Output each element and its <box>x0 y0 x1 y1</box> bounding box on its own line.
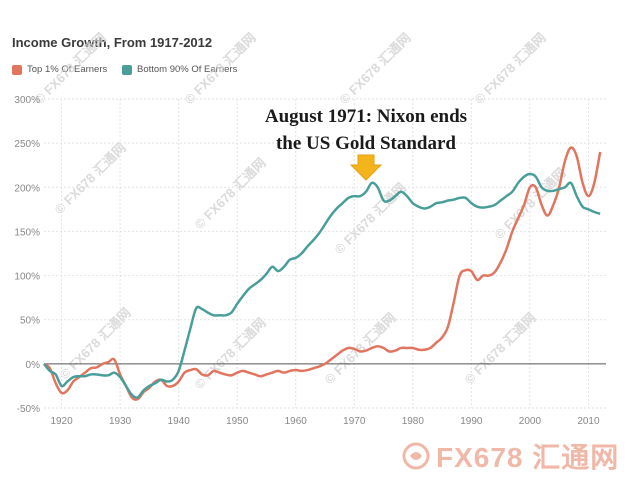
x-tick-label: 1970 <box>343 416 366 427</box>
legend-item-top-1[interactable]: Top 1% Of Earners <box>12 64 107 75</box>
x-tick-label: 1930 <box>109 416 132 427</box>
legend-swatch-top-1 <box>12 64 22 75</box>
y-tick-label: 250% <box>14 139 40 150</box>
legend-label-top-1: Top 1% Of Earners <box>27 64 108 75</box>
y-tick-label: 100% <box>14 272 40 283</box>
watermark-3: © FX678 汇通网 <box>337 30 414 107</box>
x-tick-label: 2000 <box>519 416 542 427</box>
annotation: August 1971: Nixon ends the US Gold Stan… <box>265 106 467 181</box>
series-line-top-1 <box>43 146 602 401</box>
watermark-2: © FX678 汇通网 <box>182 30 259 107</box>
x-tick-label: 1920 <box>50 416 73 427</box>
y-tick-label: 0% <box>26 360 41 371</box>
watermark-4: © FX678 汇通网 <box>472 30 549 107</box>
legend-label-bottom-90: Bottom 90% Of Earners <box>137 64 238 75</box>
annotation-arrow <box>349 154 383 181</box>
watermark-5: © FX678 汇通网 <box>52 140 129 217</box>
x-tick-label: 2010 <box>577 416 600 427</box>
x-tick-label: 1980 <box>402 416 425 427</box>
legend-item-bottom-90[interactable]: Bottom 90% Of Earners <box>122 64 237 75</box>
watermark-12: © FX678 汇通网 <box>462 310 539 387</box>
watermarks: © FX678 汇通网 © FX678 汇通网 © FX678 汇通网 © FX678… <box>32 30 569 392</box>
x-tick-label: 1960 <box>285 416 308 427</box>
x-tick-label: 1950 <box>226 416 249 427</box>
y-tick-label: 50% <box>20 316 40 327</box>
x-tick-label: 1990 <box>460 416 483 427</box>
y-tick-label: 200% <box>14 183 40 194</box>
y-tick-label: 300% <box>14 95 40 106</box>
y-tick-label: -50% <box>17 404 40 415</box>
watermark-1: © FX678 汇通网 <box>32 30 109 107</box>
y-tick-label: 150% <box>14 227 40 238</box>
chart-title: Income Growth, From 1917-2012 <box>12 35 213 50</box>
watermark-7: © FX678 汇通网 <box>332 180 409 257</box>
logo-text: FX678 汇通网 <box>436 442 620 473</box>
series <box>43 146 602 401</box>
site-logo: FX678 汇通网 <box>402 436 619 476</box>
watermark-11: © FX678 汇通网 <box>322 310 399 387</box>
watermark-6: © FX678 汇通网 <box>192 155 269 232</box>
watermark-10: © FX678 汇通网 <box>192 315 269 392</box>
x-tick-label: 1940 <box>168 416 191 427</box>
legend-swatch-bottom-90 <box>122 64 132 75</box>
annotation-line-1: August 1971: Nixon ends <box>265 106 467 127</box>
annotation-line-2: the US Gold Standard <box>276 133 456 154</box>
series-line-bottom-90 <box>43 172 601 399</box>
logo-icon <box>402 442 430 470</box>
axes: -50% 0% 50% 100% 150% 200% 250% 300% 1920 1930 194… <box>14 95 606 427</box>
watermark-9: © FX678 汇通网 <box>57 305 134 382</box>
